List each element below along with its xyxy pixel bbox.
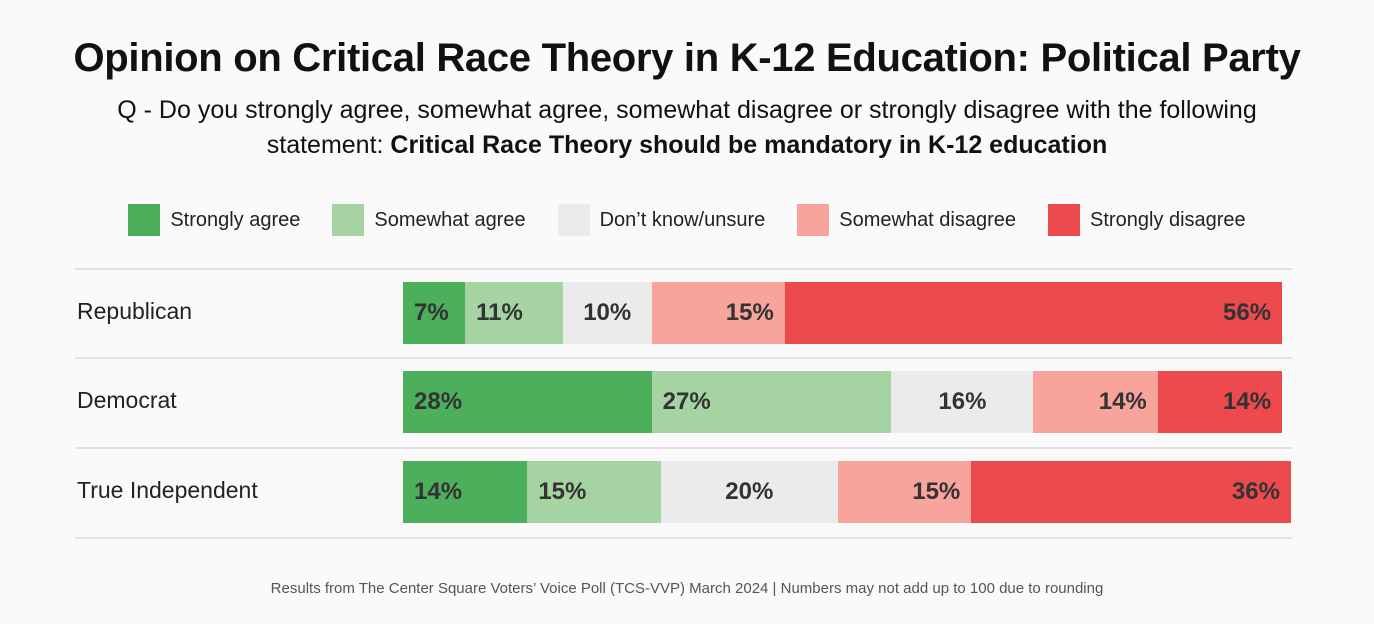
data-label: 14% [1098, 388, 1147, 415]
gridline [75, 447, 1292, 449]
bar-segment: 16% [891, 371, 1034, 433]
bar-segment: 15% [527, 461, 661, 523]
data-label: 27% [662, 388, 711, 415]
bar-segment: 36% [971, 461, 1291, 523]
legend-label: Strongly agree [170, 208, 301, 231]
bar-segment: 7% [403, 282, 466, 344]
legend-label: Somewhat disagree [839, 208, 1017, 231]
data-label: 56% [1223, 299, 1272, 326]
legend-swatch [557, 204, 590, 236]
data-label: 20% [725, 478, 774, 505]
bar-segment: 56% [784, 282, 1283, 344]
category-label: True Independent [77, 477, 258, 503]
data-label: 15% [725, 299, 774, 326]
category-label: Republican [77, 298, 193, 324]
subtitle-line-1: Q - Do you strongly agree, somewhat agre… [117, 96, 1257, 124]
data-label: 16% [938, 388, 987, 415]
bar-segment: 14% [403, 461, 528, 523]
legend-item: Somewhat agree [332, 204, 526, 236]
stacked-bar: 7% 11% 10% 15% 56% [403, 282, 1283, 344]
gridline [75, 268, 1292, 270]
data-label: 10% [583, 299, 632, 326]
legend-swatch [797, 204, 830, 236]
legend-label: Don’t know/unsure [599, 208, 766, 231]
data-label: 28% [414, 388, 463, 415]
subtitle-statement: Critical Race Theory should be mandatory… [390, 131, 1108, 159]
subtitle-prefix: statement: [266, 131, 391, 159]
bar-segment: 15% [838, 461, 972, 523]
data-label: 7% [414, 299, 449, 326]
bar-segment: 27% [651, 371, 892, 433]
bar-segment: 11% [465, 282, 563, 344]
subtitle-line-2: statement: Critical Race Theory should b… [0, 131, 1374, 160]
legend-item: Don’t know/unsure [557, 204, 766, 236]
data-label: 11% [476, 299, 523, 326]
data-label: 15% [538, 478, 587, 505]
stacked-bar: 28% 27% 16% 14% 14% [403, 371, 1283, 433]
legend-swatch [128, 204, 161, 236]
legend-item: Strongly disagree [1048, 204, 1246, 236]
bar-segment: 20% [660, 461, 839, 523]
bar-segment: 14% [1157, 371, 1283, 433]
bar-segment: 14% [1033, 371, 1158, 433]
data-label: 14% [414, 478, 463, 505]
chart-title: Opinion on Critical Race Theory in K-12 … [73, 36, 1301, 80]
bar-segment: 10% [562, 282, 652, 344]
data-label: 15% [912, 478, 961, 505]
gridline [75, 357, 1292, 359]
footer-note: Results from The Center Square Voters’ V… [270, 580, 1104, 597]
bar-segment: 28% [403, 371, 652, 433]
legend: Strongly agree Somewhat agree Don’t know/u… [0, 204, 1374, 236]
data-label: 36% [1231, 478, 1280, 505]
gridline [75, 537, 1292, 539]
legend-item: Strongly agree [128, 204, 300, 236]
data-label: 14% [1223, 388, 1272, 415]
bar-segment: 15% [651, 282, 785, 344]
stacked-bar: 14% 15% 20% 15% 36% [403, 461, 1291, 523]
legend-item: Somewhat disagree [797, 204, 1016, 236]
legend-swatch [1048, 204, 1081, 236]
legend-swatch [332, 204, 365, 236]
legend-label: Strongly disagree [1090, 208, 1246, 231]
category-label: Democrat [77, 387, 177, 413]
legend-label: Somewhat agree [374, 208, 526, 231]
